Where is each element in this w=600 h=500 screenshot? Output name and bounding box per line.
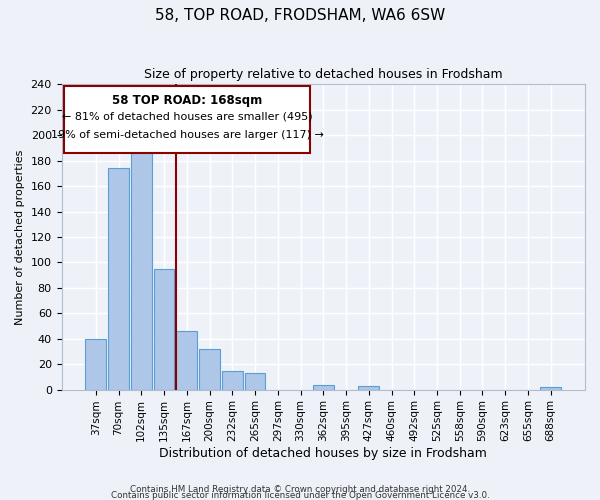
Bar (222, 370, 243, 390)
Bar (131, 148, 152, 390)
Y-axis label: Number of detached properties: Number of detached properties (15, 150, 25, 324)
Bar (540, 387, 561, 390)
X-axis label: Distribution of detached houses by size in Frodsham: Distribution of detached houses by size … (160, 447, 487, 460)
Bar (85, 338, 106, 390)
Bar (313, 384, 334, 390)
Bar (199, 349, 220, 390)
FancyBboxPatch shape (64, 86, 310, 153)
Text: ← 81% of detached houses are smaller (495): ← 81% of detached houses are smaller (49… (62, 112, 313, 122)
Text: Contains public sector information licensed under the Open Government Licence v3: Contains public sector information licen… (110, 490, 490, 500)
Bar (245, 373, 265, 390)
Text: Contains HM Land Registry data © Crown copyright and database right 2024.: Contains HM Land Registry data © Crown c… (130, 484, 470, 494)
Bar (176, 331, 197, 390)
Text: 58, TOP ROAD, FRODSHAM, WA6 6SW: 58, TOP ROAD, FRODSHAM, WA6 6SW (155, 8, 445, 22)
Title: Size of property relative to detached houses in Frodsham: Size of property relative to detached ho… (144, 68, 503, 80)
Text: 19% of semi-detached houses are larger (117) →: 19% of semi-detached houses are larger (… (51, 130, 323, 140)
Bar (358, 386, 379, 390)
Bar (154, 269, 175, 390)
Text: 58 TOP ROAD: 168sqm: 58 TOP ROAD: 168sqm (112, 94, 262, 106)
Bar (108, 168, 129, 390)
